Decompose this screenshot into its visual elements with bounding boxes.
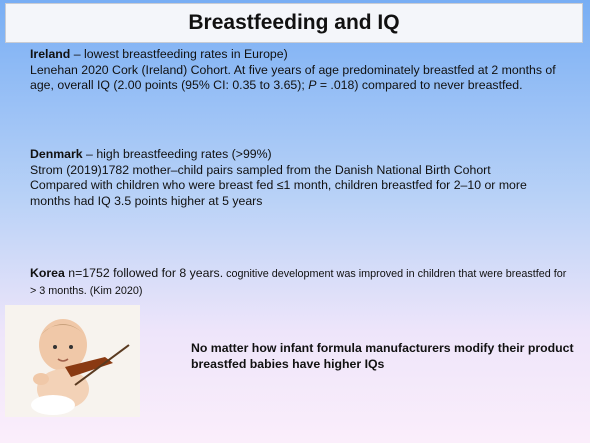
section-heading: Denmark <box>30 147 83 161</box>
korea-section: Korea n=1752 followed for 8 years. cogni… <box>30 266 570 299</box>
denmark-section: Denmark – high breastfeeding rates (>99%… <box>30 147 570 209</box>
paragraph: Compared with children who were breast f… <box>30 178 570 209</box>
baby-violin-photo <box>5 305 140 417</box>
section-lead: – lowest breastfeeding rates in Europe) <box>70 47 287 61</box>
section-heading: Ireland <box>30 47 70 61</box>
section-lead: n=1752 followed for 8 years. <box>65 266 223 280</box>
ireland-section: Ireland – lowest breastfeeding rates in … <box>30 47 570 94</box>
slide-title: Breastfeeding and IQ <box>5 3 583 43</box>
section-heading: Korea <box>30 266 65 280</box>
paragraph-text: = .018) compared to never breastfed. <box>316 78 522 92</box>
slide: Breastfeeding and IQ Ireland – lowest br… <box>0 0 590 443</box>
conclusion: No matter how infant formula manufacture… <box>191 340 586 372</box>
section-lead: – high breastfeeding rates (>99%) <box>83 147 272 161</box>
paragraph: Strom (2019)1782 mother–child pairs samp… <box>30 163 570 179</box>
